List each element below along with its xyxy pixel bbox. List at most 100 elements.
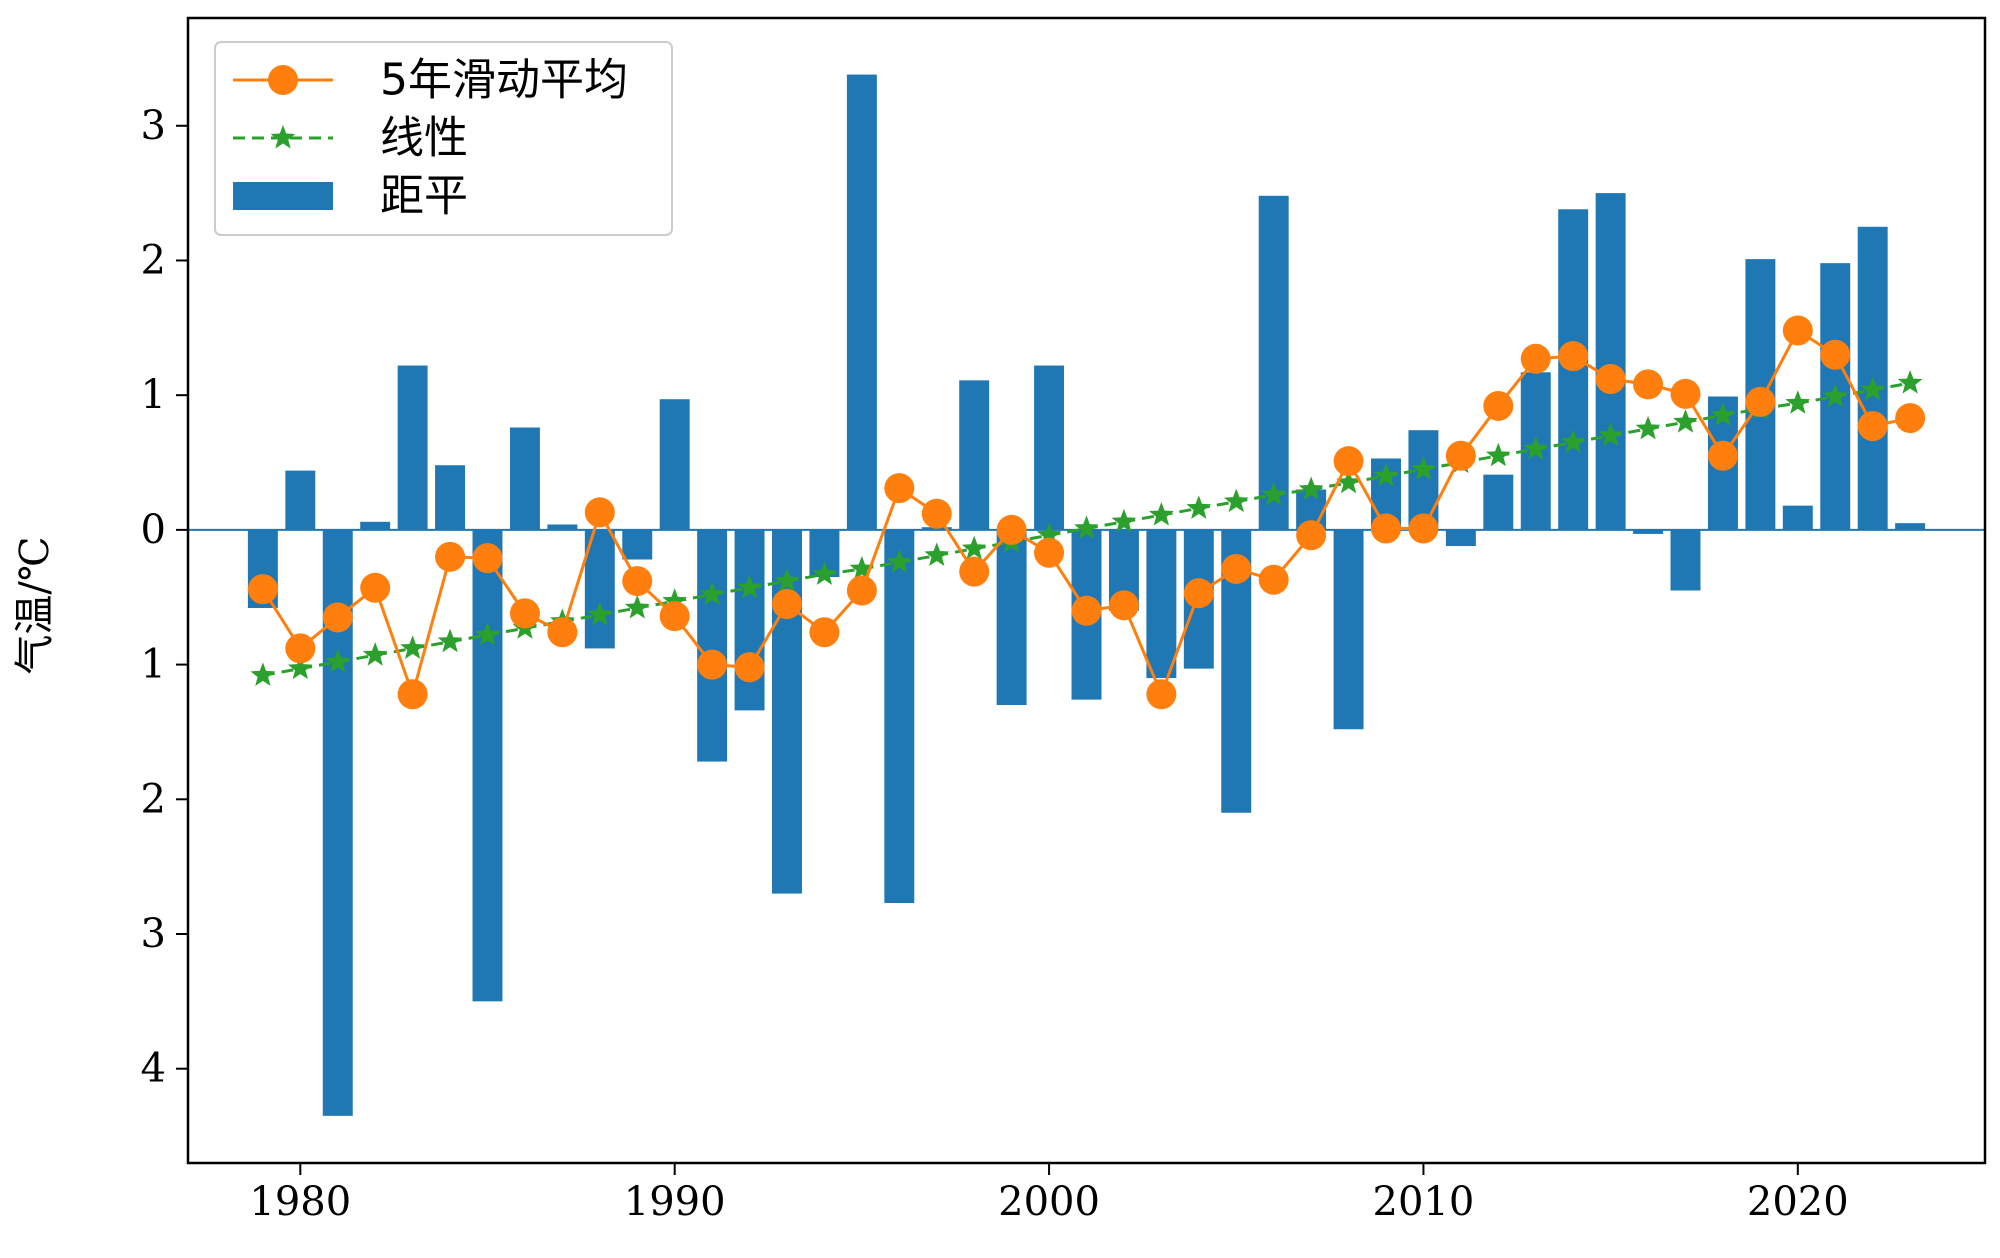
x-tick-label: 1980 <box>249 1179 351 1225</box>
moving-average-marker-2022 <box>1857 411 1888 442</box>
linear-trend-marker-1981 <box>325 648 351 673</box>
linear-trend-marker-2009 <box>1373 463 1399 487</box>
linear-trend-marker-2020 <box>1785 390 1811 414</box>
linear-trend-marker-1998 <box>961 535 987 560</box>
anomaly-bar-2011 <box>1445 529 1476 547</box>
moving-average-marker-2012 <box>1483 390 1514 421</box>
anomaly-bar-1998 <box>959 380 990 530</box>
moving-average-marker-2007 <box>1296 520 1327 551</box>
y-tick-label: 3 <box>141 103 166 149</box>
anomaly-bar-1996 <box>884 529 915 904</box>
moving-average-marker-2010 <box>1408 513 1439 544</box>
linear-trend-marker-1979 <box>250 662 276 686</box>
anomaly-bar-1984 <box>435 465 466 530</box>
moving-average-marker-2002 <box>1108 590 1139 621</box>
linear-trend-marker-2002 <box>1111 508 1137 533</box>
anomaly-bar-2008 <box>1333 529 1364 730</box>
anomaly-bar-1989 <box>622 529 653 560</box>
linear-trend-marker-1996 <box>886 549 912 573</box>
moving-average-marker-1990 <box>659 601 690 632</box>
moving-average-marker-2008 <box>1333 446 1364 477</box>
linear-trend-marker-2022 <box>1860 376 1886 401</box>
moving-average-marker-2005 <box>1221 553 1252 584</box>
legend-linear-marker <box>270 125 296 149</box>
anomaly-bar-1985 <box>472 529 503 1002</box>
moving-average-marker-1983 <box>397 679 428 710</box>
linear-trend-marker-2015 <box>1598 422 1623 447</box>
y-tick-label: 1 <box>141 372 166 418</box>
anomaly-bar-1982 <box>360 521 391 530</box>
linear-trend-marker-2001 <box>1074 515 1099 540</box>
linear-trend-marker-1980 <box>287 655 313 680</box>
linear-trend-marker-2010 <box>1411 456 1436 480</box>
linear-trend-marker-1988 <box>587 601 613 626</box>
anomaly-bar-2003 <box>1146 529 1177 679</box>
moving-average-marker-2014 <box>1558 341 1589 372</box>
moving-average-marker-2019 <box>1745 386 1776 417</box>
moving-average-marker-2020 <box>1782 315 1813 346</box>
linear-trend-marker-1985 <box>475 621 500 646</box>
linear-trend-marker-2000 <box>1036 522 1062 546</box>
linear-trend-marker-1983 <box>400 635 425 659</box>
moving-average-marker-1996 <box>884 473 915 504</box>
anomaly-bar-1995 <box>846 74 877 530</box>
anomaly-bar-1980 <box>285 470 316 530</box>
linear-trend-marker-1994 <box>812 561 837 585</box>
y-tick-label: 0 <box>141 507 166 553</box>
anomaly-bar-1999 <box>996 529 1027 705</box>
linear-trend-series <box>250 370 1923 686</box>
linear-trend-marker-1997 <box>924 542 950 566</box>
moving-average-marker-1985 <box>472 543 503 574</box>
moving-average-marker-1991 <box>697 649 728 680</box>
linear-trend-marker-1992 <box>737 574 762 599</box>
anomaly-bar-2023 <box>1895 523 1926 530</box>
linear-trend-marker-1984 <box>437 628 463 653</box>
moving-average-marker-1989 <box>622 566 653 597</box>
x-tick-label: 2010 <box>1373 1179 1475 1225</box>
linear-trend-marker-2004 <box>1186 495 1212 519</box>
y-tick-label: 2 <box>141 237 166 283</box>
linear-trend-marker-2012 <box>1485 442 1511 467</box>
legend-label: 线性 <box>380 113 468 164</box>
linear-trend-marker-1993 <box>774 568 800 592</box>
moving-average-marker-1981 <box>322 602 353 633</box>
moving-average-marker-1997 <box>921 498 952 529</box>
anomaly-bar-2000 <box>1034 365 1065 530</box>
legend-label: 距平 <box>380 171 468 222</box>
anomaly-bar-2017 <box>1670 529 1701 591</box>
plot-frame <box>186 16 1987 1165</box>
anomaly-bar-1983 <box>397 365 428 530</box>
moving-average-marker-2000 <box>1034 537 1065 568</box>
moving-average-marker-2003 <box>1146 679 1177 710</box>
anomaly-bar-2020 <box>1782 505 1813 530</box>
linear-trend-marker-1995 <box>849 555 875 580</box>
moving-average-marker-2017 <box>1670 378 1701 409</box>
moving-average-marker-1994 <box>809 617 840 648</box>
x-tick-label: 2020 <box>1747 1179 1849 1225</box>
linear-trend-marker-2017 <box>1673 409 1698 433</box>
moving-average-marker-1986 <box>509 598 540 629</box>
y-tick-label: 3 <box>141 911 166 957</box>
y-axis-label: 气温/℃ <box>12 536 58 674</box>
moving-average-marker-2023 <box>1895 403 1926 434</box>
anomaly-bar-2015 <box>1595 193 1626 530</box>
linear-trend-marker-1991 <box>699 581 725 606</box>
moving-average-marker-2016 <box>1633 369 1664 400</box>
moving-average-marker-2011 <box>1445 440 1476 471</box>
legend-anomaly-swatch <box>233 182 333 210</box>
moving-average-marker-2004 <box>1183 578 1214 609</box>
moving-average-marker-2015 <box>1595 364 1626 395</box>
linear-trend-marker-2018 <box>1710 402 1736 426</box>
linear-trend-marker-2003 <box>1149 502 1174 526</box>
moving-average-marker-2018 <box>1707 440 1738 471</box>
linear-trend-marker-2016 <box>1635 415 1661 440</box>
legend-label: 5年滑动平均 <box>380 55 628 106</box>
moving-average-marker-1984 <box>435 541 466 572</box>
linear-trend-marker-2008 <box>1336 469 1361 494</box>
anomaly-bar-1986 <box>509 427 540 530</box>
moving-average-marker-1992 <box>734 652 765 683</box>
linear-trend-marker-2021 <box>1822 383 1848 408</box>
moving-average-marker-2001 <box>1071 595 1102 626</box>
